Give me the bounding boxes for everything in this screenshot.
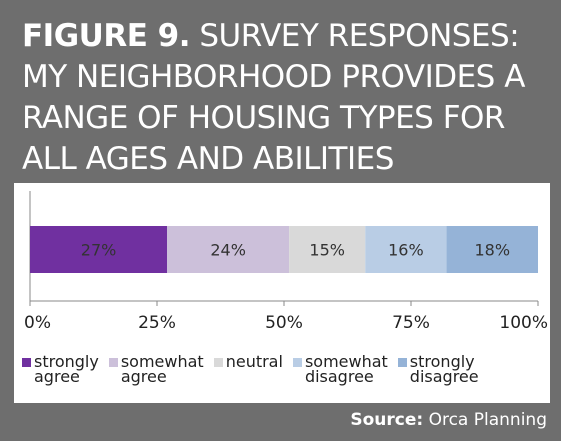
source-line: Source: Orca Planning xyxy=(350,410,547,430)
legend-item: somewhat agree xyxy=(108,352,204,386)
legend-label: strongly disagree xyxy=(409,352,479,386)
x-tick-label: 75% xyxy=(392,313,430,333)
legend-label: strongly agree xyxy=(34,352,99,386)
figure-title-text: SURVEY RESPONSES: MY NEIGHBORHOOD PROVID… xyxy=(22,18,525,177)
source-value: Orca Planning xyxy=(428,410,547,430)
bar-segment-strongly-agree xyxy=(30,226,168,273)
data-label-strongly-disagree: 18% xyxy=(474,241,510,260)
legend-label: somewhat disagree xyxy=(304,352,388,386)
legend-swatch xyxy=(22,358,31,367)
source-label: Source: xyxy=(350,410,424,430)
legend-item: somewhat disagree xyxy=(292,352,388,386)
figure-number: FIGURE 9. xyxy=(22,18,191,54)
legend-swatch xyxy=(292,358,302,367)
legend-swatch xyxy=(108,358,118,367)
stacked-bar-chart: 27% 24% 15% 16% 18% 0% 25% 50% 75% 100% xyxy=(24,191,548,333)
data-label-somewhat-agree: 24% xyxy=(210,241,246,260)
x-tick-label: 0% xyxy=(24,313,51,333)
legend-item: strongly agree xyxy=(22,352,99,386)
data-label-strongly-agree: 27% xyxy=(81,241,117,260)
data-label-somewhat-disagree: 16% xyxy=(388,241,424,260)
data-label-neutral: 15% xyxy=(309,241,345,260)
bar-segment-strongly-disagree xyxy=(446,226,538,273)
bar-segment-somewhat-disagree xyxy=(365,226,447,273)
bar-segment-neutral xyxy=(289,226,366,273)
x-tick-label: 50% xyxy=(265,313,303,333)
chart-legend: strongly agree somewhat agree neutral somew… xyxy=(22,352,479,386)
chart-panel: 27% 24% 15% 16% 18% 0% 25% 50% 75% 100% xyxy=(14,183,550,403)
legend-swatch xyxy=(213,358,223,367)
legend-swatch xyxy=(397,358,407,367)
x-tick-label: 25% xyxy=(138,313,176,333)
legend-label: somewhat agree xyxy=(120,352,204,386)
legend-item: strongly disagree xyxy=(397,352,479,386)
legend-label: neutral xyxy=(225,352,283,371)
legend-item: neutral xyxy=(213,352,283,384)
bar-segment-somewhat-agree xyxy=(167,226,290,273)
x-tick-label: 100% xyxy=(499,313,548,333)
figure-title: FIGURE 9. SURVEY RESPONSES: MY NEIGHBORH… xyxy=(22,16,552,180)
